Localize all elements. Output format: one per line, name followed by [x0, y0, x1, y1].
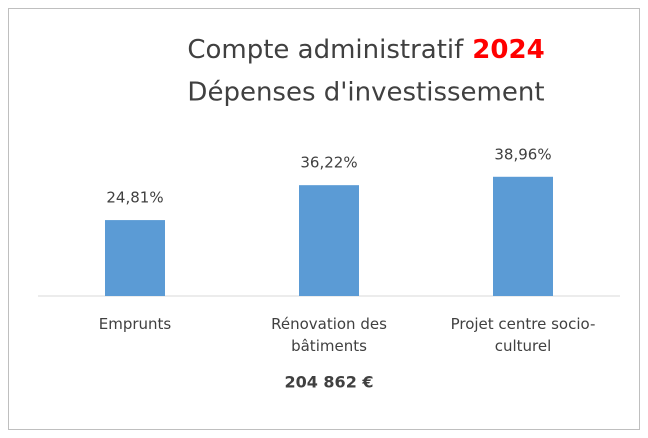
data-label: 36,22%: [300, 154, 357, 172]
category-label: Projet centre socio-culturel: [450, 315, 596, 355]
chart-subtitle: Dépenses d'investissement: [187, 78, 544, 108]
category-label: Emprunts: [98, 315, 172, 333]
category-label: Rénovation des bâtiments: [271, 315, 387, 355]
bar: [105, 220, 165, 296]
data-label: 24,81%: [106, 189, 163, 207]
annotation: 204 862 €: [284, 373, 373, 392]
title-highlight: 2024: [472, 35, 544, 65]
chart-title-line: Compte administratif 2024: [187, 35, 544, 65]
bar: [299, 185, 359, 296]
bar: [493, 176, 553, 296]
data-label: 38,96%: [494, 145, 551, 163]
chart-title: Compte administratif: [187, 35, 464, 65]
